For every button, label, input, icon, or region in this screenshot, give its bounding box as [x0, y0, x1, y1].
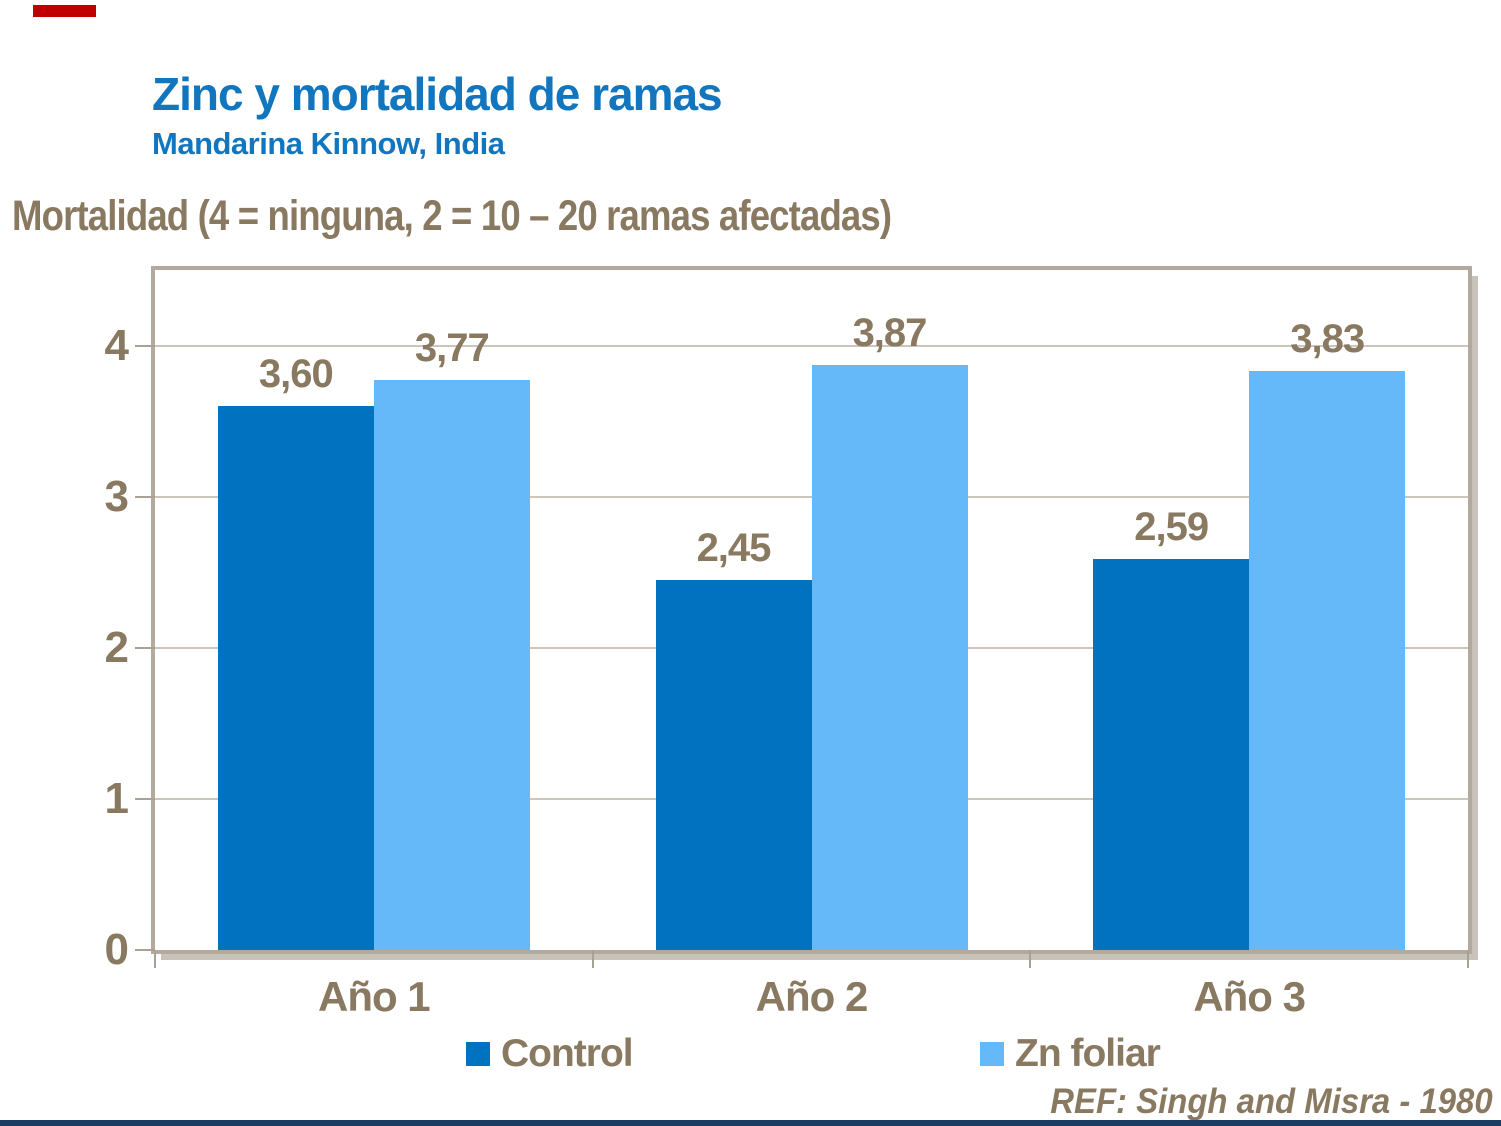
x-axis-tick [154, 950, 156, 968]
category-label: Año 1 [317, 973, 431, 1020]
reference-text: REF: Singh and Misra - 1980 [1050, 1082, 1493, 1121]
title-block: Zinc y mortalidad de ramas Mandarina Kin… [152, 68, 723, 162]
y-axis-label: 2 [104, 622, 129, 672]
plot-area: 0 1 2 3 4 3,60 3,77 Año 1 2,45 3,87 Año 2 2,59 3,83 A… [105, 270, 1469, 1018]
slide-title: Zinc y mortalidad de ramas [152, 68, 723, 120]
y-axis-label: 0 [104, 925, 129, 974]
x-axis-tick [1467, 950, 1469, 968]
value-label-control-año-1: 3,60 [258, 352, 334, 396]
category-label: Año 3 [1193, 973, 1306, 1020]
bar-control-año-1 [217, 406, 374, 950]
legend-label: Zn foliar [1015, 1032, 1161, 1075]
y-axis-tick [135, 495, 155, 498]
y-axis-title: Mortalidad (4 = ninguna, 2 = 10 – 20 ram… [12, 192, 892, 240]
value-label-control-año-2: 2,45 [696, 525, 772, 570]
y-axis-tick [135, 646, 155, 649]
red-accent-bar [33, 5, 96, 17]
legend-item-control: Control [466, 1032, 634, 1075]
y-axis-label: 1 [104, 773, 129, 823]
value-label-zn-foliar-año-1: 3,77 [414, 326, 490, 371]
y-axis-tick [135, 949, 155, 951]
y-axis-label: 4 [104, 320, 129, 370]
legend-item-zn-foliar: Zn foliar [980, 1032, 1161, 1075]
bar-control-año-2 [655, 579, 812, 950]
bottom-accent-bar [0, 1120, 1501, 1126]
value-label-zn-foliar-año-3: 3,83 [1290, 317, 1365, 362]
slide-subtitle: Mandarina Kinnow, India [152, 126, 505, 162]
chart-legend: Control Zn foliar [0, 1034, 1501, 1078]
bar-zn-foliar-año-2 [811, 365, 968, 950]
x-axis-tick [591, 950, 594, 968]
bar-control-año-3 [1093, 558, 1250, 950]
y-axis-tick [135, 344, 155, 347]
category-label: Año 2 [755, 973, 869, 1020]
bar-zn-foliar-año-3 [1249, 371, 1406, 950]
x-axis-tick [1029, 950, 1032, 968]
value-label-control-año-3: 2,59 [1134, 504, 1209, 549]
y-axis-tick [135, 797, 155, 800]
value-label-zn-foliar-año-2: 3,87 [852, 311, 928, 356]
gridline [155, 344, 1468, 347]
legend-label: Control [501, 1032, 634, 1075]
y-axis-label: 3 [104, 471, 129, 521]
bar-zn-foliar-año-1 [373, 380, 530, 950]
legend-swatch-control [466, 1041, 490, 1066]
legend-swatch-zn-foliar [980, 1041, 1004, 1066]
chart-frame: 0 1 2 3 4 3,60 3,77 Año 1 2,45 3,87 Año 2 2,59 3,83 A… [105, 266, 1472, 1018]
